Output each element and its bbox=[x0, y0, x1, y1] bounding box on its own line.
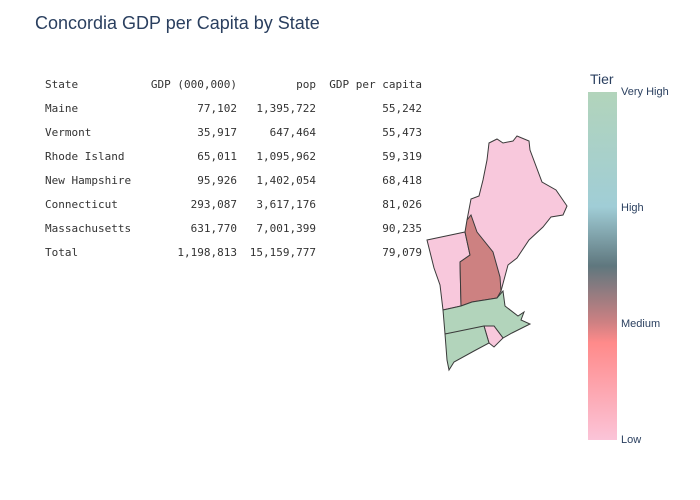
legend-title: Tier bbox=[590, 71, 614, 87]
table-row: Vermont 35,917 647,464 55,473 bbox=[38, 120, 422, 144]
cell-gdp-per-capita: 79,079 bbox=[382, 245, 422, 259]
cell-gdp: 293,087 bbox=[190, 197, 237, 211]
cell-state: Rhode Island bbox=[45, 149, 125, 163]
table-row-total: Total 1,198,813 15,159,777 79,079 bbox=[38, 240, 422, 264]
cell-pop: 1,402,054 bbox=[256, 173, 316, 187]
cell-pop: 1,395,722 bbox=[256, 101, 316, 115]
table-row: Massachusetts 631,770 7,001,399 90,235 bbox=[38, 216, 422, 240]
cell-gdp-per-capita: 68,418 bbox=[382, 173, 422, 187]
cell-state: Total bbox=[45, 245, 79, 259]
cell-gdp-per-capita: 90,235 bbox=[382, 221, 422, 235]
header-pop: pop bbox=[296, 77, 316, 91]
colorbar bbox=[588, 92, 617, 440]
cell-gdp-per-capita: 55,242 bbox=[382, 101, 422, 115]
cell-state: Connecticut bbox=[45, 197, 118, 211]
cell-gdp-per-capita: 55,473 bbox=[382, 125, 422, 139]
table-row: Connecticut 293,087 3,617,176 81,026 bbox=[38, 192, 422, 216]
cell-gdp: 77,102 bbox=[197, 101, 237, 115]
cell-gdp: 95,926 bbox=[197, 173, 237, 187]
cell-state: Vermont bbox=[45, 125, 92, 139]
cell-state: Massachusetts bbox=[45, 221, 132, 235]
cell-gdp: 631,770 bbox=[190, 221, 237, 235]
cell-gdp-per-capita: 81,026 bbox=[382, 197, 422, 211]
cell-state: New Hampshire bbox=[45, 173, 132, 187]
cell-state: Maine bbox=[45, 101, 79, 115]
cell-pop: 7,001,399 bbox=[256, 221, 316, 235]
table-row: Maine 77,102 1,395,722 55,242 bbox=[38, 96, 422, 120]
cell-pop: 15,159,777 bbox=[249, 245, 316, 259]
cell-pop: 3,617,176 bbox=[256, 197, 316, 211]
cell-gdp: 35,917 bbox=[197, 125, 237, 139]
legend-tick-medium: Medium bbox=[621, 318, 661, 330]
table-header-row: State GDP (000,000) pop GDP per capita bbox=[38, 72, 422, 96]
header-gdp: GDP (000,000) bbox=[150, 77, 237, 91]
table-row: Rhode Island 65,011 1,095,962 59,319 bbox=[38, 144, 422, 168]
cell-pop: 1,095,962 bbox=[256, 149, 316, 163]
table-row: New Hampshire 95,926 1,402,054 68,418 bbox=[38, 168, 422, 192]
header-state: State bbox=[45, 77, 79, 91]
legend-tick-very-high: Very High bbox=[621, 86, 669, 98]
cell-gdp: 65,011 bbox=[197, 149, 237, 163]
chart-title: Concordia GDP per Capita by State bbox=[35, 13, 320, 33]
gdp-table: State GDP (000,000) pop GDP per capita M… bbox=[38, 72, 422, 264]
cell-gdp-per-capita: 59,319 bbox=[382, 149, 422, 163]
header-gdp-per-capita: GDP per capita bbox=[329, 77, 422, 91]
legend-tick-low: Low bbox=[621, 434, 642, 446]
cell-pop: 647,464 bbox=[269, 125, 316, 139]
state-connecticut[interactable] bbox=[444, 325, 490, 372]
cell-gdp: 1,198,813 bbox=[177, 245, 237, 259]
legend-tick-high: High bbox=[621, 202, 644, 214]
